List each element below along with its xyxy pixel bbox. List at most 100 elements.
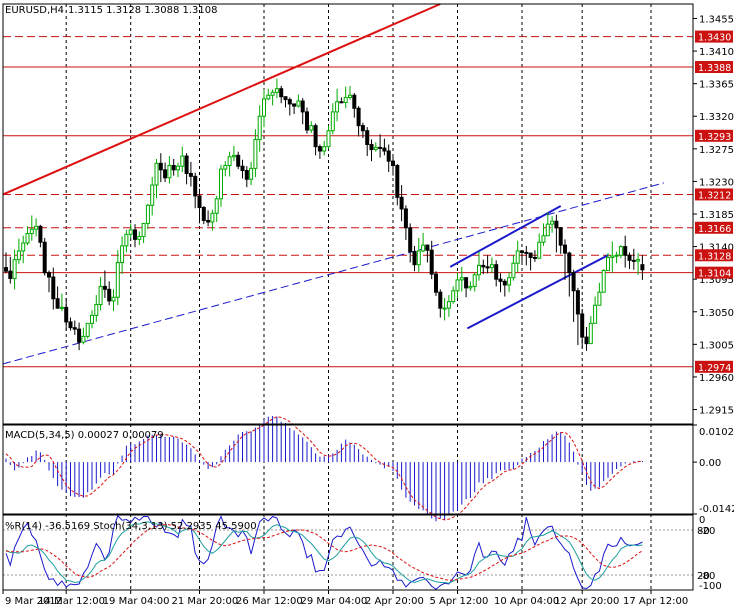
level-badge-label: 1.3293 [698, 132, 731, 143]
candle-body [184, 155, 189, 174]
candle-body [313, 125, 318, 148]
candle-body [193, 175, 198, 197]
candle-body [588, 322, 593, 345]
candle-body [236, 154, 241, 167]
macd-tick-label: -0.01429 [699, 504, 734, 515]
candle-body [317, 146, 322, 152]
candle-body [601, 269, 606, 293]
time-tick-label: 26 Mar 12:00 [236, 596, 303, 607]
pane-frame [2, 514, 694, 591]
candle-body [485, 266, 490, 269]
candle-body [399, 196, 404, 210]
stoch-pane [3, 514, 693, 590]
candle-body [421, 244, 426, 252]
candle-body [455, 279, 460, 292]
candle-body [141, 222, 146, 237]
candle-body [584, 336, 589, 345]
trend-line [466, 254, 609, 330]
stoch-series-line [5, 521, 643, 584]
candle-body [34, 225, 39, 230]
price-tick-label: 1.3410 [699, 47, 734, 58]
stoch-tick-label: -20 [699, 526, 715, 537]
candle-body [257, 115, 262, 140]
stoch-band-label: 80 [697, 526, 710, 537]
stoch-tick-label: -100 [699, 581, 722, 592]
macd-pane [5, 415, 643, 522]
candle-body [446, 301, 451, 309]
candle-body [180, 155, 185, 167]
candle-body [55, 298, 60, 309]
level-badge [695, 129, 733, 142]
candle-body [373, 146, 378, 151]
price-tick-label: 1.3140 [699, 243, 734, 254]
candle-body [571, 272, 576, 292]
candle-body [244, 170, 249, 180]
candle-body [51, 276, 56, 300]
candle-body [163, 169, 168, 179]
stoch-tick-label: 0 [699, 515, 705, 526]
price-tick-label: 1.2915 [699, 406, 734, 417]
candle-body [223, 164, 228, 170]
macd-tick-label: 0.01021 [699, 427, 734, 438]
candle-body [292, 103, 297, 107]
candle-body [403, 208, 408, 229]
time-tick-label: 14 Mar 12:00 [38, 596, 105, 607]
candle-body [550, 220, 555, 225]
stoch-band-label: 20 [697, 571, 710, 582]
macd-title: MACD(5,34,5) 0.00027 0.00079 [5, 430, 164, 441]
candle-body [532, 256, 537, 259]
trend-line [2, 3, 441, 196]
macd-signal-line [5, 416, 643, 521]
candle-body [120, 245, 125, 264]
candle-body [451, 290, 456, 303]
candle-body [77, 328, 82, 343]
candle-body [266, 94, 271, 100]
candle-body [464, 277, 469, 289]
candle-body [593, 304, 598, 324]
candle-body [369, 143, 374, 151]
candle-body [206, 220, 211, 223]
candle-body [408, 227, 413, 253]
candle-body [429, 249, 434, 275]
candle-body [4, 267, 8, 272]
level-badge [695, 249, 733, 262]
time-tick-label: 10 Apr 04:00 [494, 596, 559, 607]
candle-body [300, 100, 305, 113]
time-tick-label: 2 Apr 20:00 [365, 596, 424, 607]
candle-body [81, 335, 86, 343]
candle-body [287, 99, 292, 105]
level-badge [695, 266, 733, 279]
level-badge-label: 1.3388 [698, 63, 731, 74]
level-badges: 1.34301.33881.32931.32121.31661.31281.31… [695, 30, 733, 374]
candle-body [274, 88, 279, 93]
candle-body [575, 290, 580, 315]
candle-body [395, 164, 400, 198]
ohlc-readout: 1.3115 1.3128 1.3088 1.3108 [68, 5, 218, 16]
candle-body [627, 254, 632, 261]
candle-body [425, 244, 430, 251]
candle-body [567, 252, 572, 274]
stoch-series-line [5, 514, 643, 590]
candle-body [472, 274, 477, 287]
candle-body [137, 235, 142, 240]
candle-body [296, 100, 301, 107]
trend-line [449, 205, 562, 268]
candle-body [597, 291, 602, 306]
candle-body [481, 264, 486, 268]
candle-body [210, 212, 215, 223]
candle-body [545, 223, 550, 237]
candle-body [98, 285, 103, 306]
candle-body [537, 241, 542, 259]
candle-body [38, 225, 43, 243]
trend-line [2, 182, 665, 365]
level-badge [695, 61, 733, 73]
time-tick-label: 12 Apr 20:00 [554, 596, 619, 607]
level-badge-label: 1.3128 [698, 251, 731, 262]
candle-body [214, 198, 219, 214]
candle-body [360, 125, 365, 132]
candle-body [262, 98, 266, 117]
price-tick-label: 1.3275 [699, 145, 734, 156]
candle-body [511, 262, 516, 279]
